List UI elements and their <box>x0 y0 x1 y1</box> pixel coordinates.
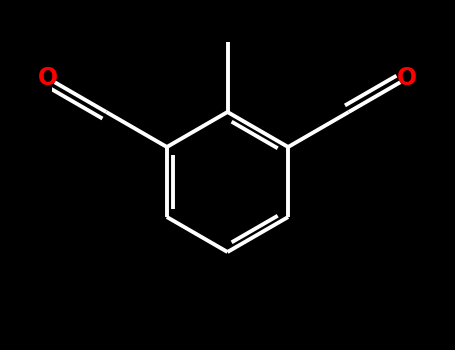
Text: O: O <box>38 66 58 90</box>
Text: O: O <box>397 66 417 90</box>
